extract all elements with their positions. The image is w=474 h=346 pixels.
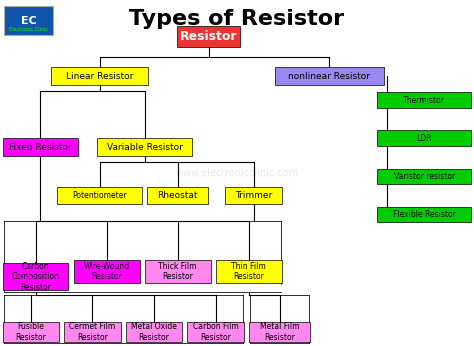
FancyBboxPatch shape bbox=[188, 322, 244, 343]
Text: Thin Film
Resistor: Thin Film Resistor bbox=[231, 262, 266, 281]
Text: Resistor: Resistor bbox=[180, 30, 237, 43]
Text: Flexible Resistor: Flexible Resistor bbox=[393, 210, 456, 219]
Text: Linear Resistor: Linear Resistor bbox=[66, 72, 133, 81]
FancyBboxPatch shape bbox=[2, 322, 59, 343]
FancyBboxPatch shape bbox=[145, 260, 210, 283]
Text: Rheostat: Rheostat bbox=[157, 191, 198, 200]
FancyBboxPatch shape bbox=[51, 67, 148, 85]
Text: Thick Film
Resistor: Thick Film Resistor bbox=[158, 262, 197, 281]
FancyBboxPatch shape bbox=[377, 207, 471, 222]
Text: Electronic Clinic: Electronic Clinic bbox=[9, 27, 48, 32]
Text: Metal Oxide
Resistor: Metal Oxide Resistor bbox=[131, 322, 177, 342]
Text: Cermet Film
Resistor: Cermet Film Resistor bbox=[69, 322, 116, 342]
Text: Thermistor: Thermistor bbox=[403, 96, 445, 105]
Text: nonlinear Resistor: nonlinear Resistor bbox=[289, 72, 370, 81]
Text: Varistor resistor: Varistor resistor bbox=[393, 172, 455, 181]
FancyBboxPatch shape bbox=[226, 187, 282, 204]
FancyBboxPatch shape bbox=[377, 169, 471, 184]
FancyBboxPatch shape bbox=[216, 260, 282, 283]
FancyBboxPatch shape bbox=[73, 260, 139, 283]
Text: Potentiometer: Potentiometer bbox=[72, 191, 127, 200]
FancyBboxPatch shape bbox=[377, 92, 471, 108]
FancyBboxPatch shape bbox=[64, 322, 120, 343]
FancyBboxPatch shape bbox=[177, 26, 240, 46]
Text: Variable Resistor: Variable Resistor bbox=[107, 143, 182, 152]
Text: Carbon
Composition
Resistor: Carbon Composition Resistor bbox=[11, 262, 60, 292]
Text: Wire-Wound
Resistor: Wire-Wound Resistor bbox=[83, 262, 130, 281]
Text: Types of Resistor: Types of Resistor bbox=[129, 9, 345, 29]
Text: Fusible
Resistor: Fusible Resistor bbox=[15, 322, 46, 342]
FancyBboxPatch shape bbox=[377, 130, 471, 146]
FancyBboxPatch shape bbox=[147, 187, 209, 204]
Text: Fixed Resistor: Fixed Resistor bbox=[9, 143, 72, 152]
FancyBboxPatch shape bbox=[4, 6, 53, 35]
Text: EC: EC bbox=[20, 16, 36, 26]
Text: LDR: LDR bbox=[417, 134, 432, 143]
Text: Carbon Film
Resistor: Carbon Film Resistor bbox=[193, 322, 238, 342]
FancyBboxPatch shape bbox=[126, 322, 182, 343]
FancyBboxPatch shape bbox=[3, 138, 78, 156]
Text: Trimmer: Trimmer bbox=[235, 191, 272, 200]
Text: www.electronicclinic.com: www.electronicclinic.com bbox=[175, 168, 299, 178]
Text: Metal Film
Resistor: Metal Film Resistor bbox=[260, 322, 300, 342]
FancyBboxPatch shape bbox=[275, 67, 383, 85]
FancyBboxPatch shape bbox=[98, 138, 191, 156]
FancyBboxPatch shape bbox=[2, 263, 69, 291]
FancyBboxPatch shape bbox=[57, 187, 142, 204]
FancyBboxPatch shape bbox=[249, 322, 310, 343]
